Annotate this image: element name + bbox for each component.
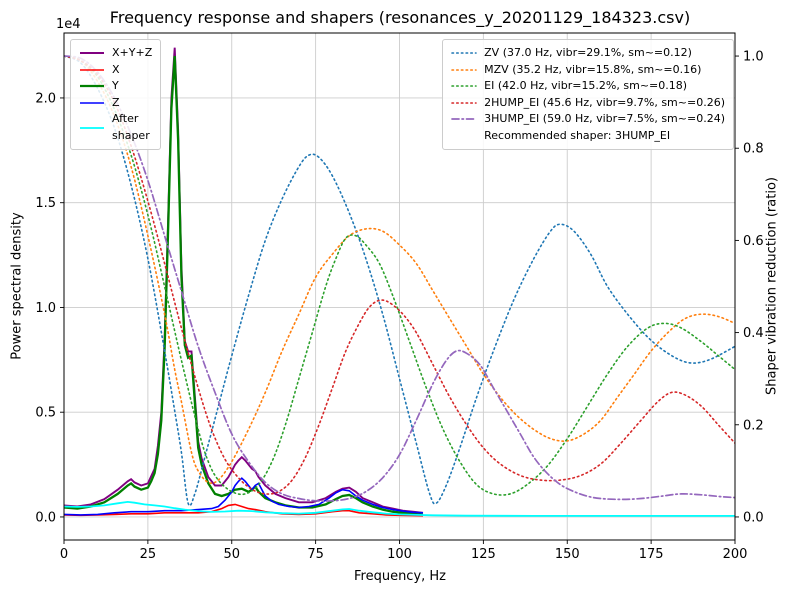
x-tick-label: 75: [307, 547, 324, 562]
legend-item-label: Y: [112, 79, 119, 92]
legend-item-label: 2HUMP_EI (45.6 Hz, vibr=9.7%, sm~=0.26): [484, 95, 725, 109]
x-tick-label: 125: [471, 547, 496, 562]
legend-item-zv: ZV (37.0 Hz, vibr=29.1%, sm~=0.12): [451, 45, 725, 62]
chart-title: Frequency response and shapers (resonanc…: [109, 8, 691, 27]
y-left-tick-label: 2.0: [35, 91, 56, 106]
legend-item-x: X: [79, 62, 152, 79]
x-tick-label: 50: [223, 547, 240, 562]
legend-item-label: ZV (37.0 Hz, vibr=29.1%, sm~=0.12): [484, 46, 692, 59]
legend-line-swatch-mzv: [451, 68, 477, 71]
legend-item-label: 3HUMP_EI (59.0 Hz, vibr=7.5%, sm~=0.24): [484, 112, 725, 125]
x-tick-label: 175: [639, 547, 664, 562]
legend-item-label: X+Y+Z: [112, 46, 153, 59]
legend-item-label: X: [112, 62, 120, 76]
series-ei: [64, 55, 735, 496]
legend-line-swatch-y: [80, 85, 104, 88]
legend-item-ei: EI (42.0 Hz, vibr=15.2%, sm~=0.18): [451, 78, 725, 95]
y-left-tick-label: 1.0: [35, 301, 56, 316]
recommended-shaper-note-row: Recommended shaper: 3HUMP_EI: [451, 128, 725, 145]
legend-line-swatch-after-shaper: [80, 126, 104, 129]
series-x: [64, 503, 424, 517]
legend-item-after-shaper: After shaper: [79, 111, 152, 144]
legend-item-label: After shaper: [112, 112, 150, 142]
x-tick-label: 0: [60, 547, 68, 562]
x-tick-label: 200: [723, 547, 748, 562]
axis-ticks: [60, 55, 739, 544]
series-z: [64, 477, 424, 516]
legend-item-z: Z: [79, 95, 152, 112]
legend-shapers: ZV (37.0 Hz, vibr=29.1%, sm~=0.12) MZV (3…: [442, 39, 734, 150]
legend-item-label: EI (42.0 Hz, vibr=15.2%, sm~=0.18): [484, 79, 688, 92]
series-zv: [64, 55, 735, 507]
y-right-tick-label: 1.0: [743, 50, 764, 65]
legend-line-swatch-zv: [451, 52, 477, 55]
legend-blank-swatch: [451, 130, 477, 142]
y-left-tick-label: 0.0: [35, 510, 56, 525]
series-group: [64, 47, 735, 517]
legend-line-swatch-z: [80, 101, 104, 104]
y-right-tick-label: 0.6: [743, 234, 764, 249]
legend-item-mzv: MZV (35.2 Hz, vibr=15.8%, sm~=0.16): [451, 62, 725, 79]
series-mzv: [64, 55, 735, 485]
legend-item-y: Y: [79, 78, 152, 95]
y-left-tick-label: 0.5: [35, 406, 56, 421]
legend-line-swatch-x: [80, 68, 104, 71]
series-y: [64, 55, 424, 517]
y-left-tick-label: 1.5: [35, 196, 56, 211]
legend-item-x-y-z: X+Y+Z: [79, 45, 152, 62]
y-right-tick-label: 0.0: [743, 510, 764, 525]
legend-line-swatch-x-y-z: [80, 52, 104, 55]
series-x-y-z: [64, 47, 424, 514]
legend-line-swatch-2hump-ei: [451, 101, 477, 104]
y-right-tick-label: 0.8: [743, 142, 764, 157]
legend-item-3hump-ei: 3HUMP_EI (59.0 Hz, vibr=7.5%, sm~=0.24): [451, 111, 725, 128]
legend-psd: X+Y+Z X Y Z After shaper: [70, 39, 162, 150]
series-2hump-ei: [64, 55, 735, 495]
legend-item-2hump-ei: 2HUMP_EI (45.6 Hz, vibr=9.7%, sm~=0.26): [451, 95, 725, 112]
series-after-shaper: [64, 500, 735, 517]
recommended-shaper-note: Recommended shaper: 3HUMP_EI: [484, 128, 671, 142]
tick-labels: 0 25 50 75 100 125 150 175 200 0.0 0.5 1.0 1.5 2.0 0.0…: [35, 50, 763, 562]
y-axis-offset-label: 1e4: [56, 17, 81, 32]
legend-line-swatch-ei: [451, 85, 477, 88]
x-tick-label: 25: [140, 547, 157, 562]
x-axis-label: Frequency, Hz: [353, 569, 447, 584]
legend-item-label: MZV (35.2 Hz, vibr=15.8%, sm~=0.16): [484, 62, 702, 76]
series-3hump-ei: [64, 55, 735, 502]
x-tick-label: 100: [387, 547, 412, 562]
y-right-tick-label: 0.4: [743, 326, 764, 341]
x-tick-label: 150: [555, 547, 580, 562]
y-right-tick-label: 0.2: [743, 418, 764, 433]
legend-item-label: Z: [112, 95, 120, 109]
legend-line-swatch-3hump-ei: [451, 118, 477, 121]
